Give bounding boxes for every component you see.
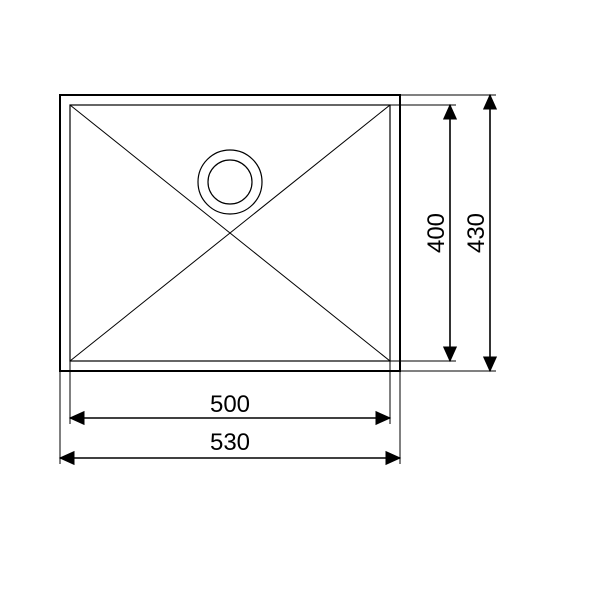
dim-label-width-inner: 500 bbox=[210, 391, 250, 418]
dim-label-height-outer: 430 bbox=[463, 213, 490, 253]
dim-label-height-inner: 400 bbox=[423, 213, 450, 253]
dim-label-width-outer: 530 bbox=[210, 429, 250, 456]
